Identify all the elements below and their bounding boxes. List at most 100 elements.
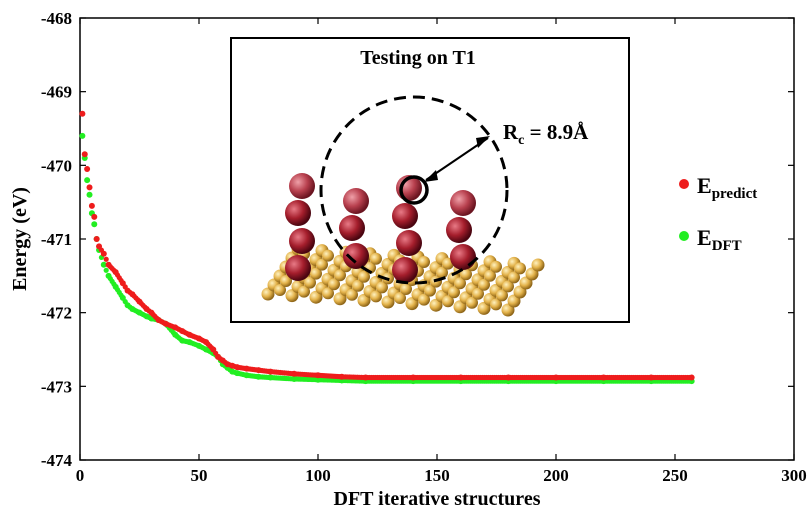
data-point — [255, 367, 262, 374]
data-point — [86, 184, 93, 191]
adsorbate-atom — [339, 215, 365, 241]
y-tick-label: -469 — [41, 83, 72, 102]
gold-atom — [352, 279, 364, 292]
data-point — [362, 374, 369, 381]
gold-atom — [370, 290, 382, 303]
legend-marker-predict — [679, 179, 689, 189]
y-tick-label: -471 — [41, 230, 72, 249]
legend-label-dft: EDFT — [697, 225, 742, 254]
gold-atom — [466, 296, 478, 309]
data-point — [457, 374, 464, 381]
data-point — [172, 331, 179, 338]
data-point — [688, 374, 695, 381]
trail-dot — [103, 267, 109, 273]
data-point — [105, 272, 112, 279]
data-point — [86, 191, 93, 198]
data-point — [291, 370, 298, 377]
series-layer — [79, 110, 695, 385]
data-point — [196, 335, 202, 342]
data-point — [338, 373, 345, 380]
x-axis-label: DFT iterative structures — [334, 488, 541, 510]
gold-atom — [436, 266, 448, 279]
gold-atom — [490, 260, 502, 273]
gold-atom — [310, 267, 322, 280]
gold-atom — [484, 269, 496, 282]
data-point — [203, 339, 210, 346]
gold-atom — [346, 288, 358, 301]
gold-atom — [442, 295, 454, 308]
adsorbate-atom — [450, 244, 476, 270]
x-tick-label: 150 — [424, 466, 450, 485]
data-point — [136, 309, 143, 316]
data-point — [96, 243, 103, 250]
data-point — [79, 110, 86, 117]
adsorbate-atom — [392, 203, 418, 229]
adsorbate-atom — [392, 257, 418, 283]
data-point — [243, 365, 250, 372]
legend-marker-dft — [679, 231, 689, 241]
adsorbate-atom — [285, 200, 311, 226]
data-point — [219, 357, 226, 364]
gold-atom — [394, 292, 406, 304]
data-point — [143, 313, 150, 320]
data-point — [88, 202, 95, 209]
legend: Epredict EDFT — [679, 173, 757, 254]
data-point — [84, 166, 91, 173]
data-point — [79, 132, 86, 139]
gold-atom — [418, 256, 430, 268]
data-point — [129, 291, 136, 298]
gold-atom — [490, 298, 502, 311]
x-tick-label: 250 — [662, 466, 688, 485]
data-point — [505, 374, 512, 381]
adsorbate-atom — [343, 188, 369, 214]
data-point — [291, 375, 298, 382]
data-point — [179, 337, 186, 344]
gold-atom — [424, 284, 436, 297]
adsorbate-atom — [446, 217, 472, 243]
data-point — [179, 328, 186, 335]
data-point — [91, 221, 98, 228]
y-tick-label: -472 — [41, 304, 72, 323]
gold-atom — [514, 262, 526, 275]
data-point — [215, 353, 222, 360]
data-point — [129, 305, 136, 312]
data-point — [648, 374, 655, 381]
central-atom-ring — [399, 175, 429, 205]
x-tick-label: 0 — [76, 466, 85, 485]
adsorbate-atom — [285, 255, 311, 281]
y-tick-label: -470 — [41, 156, 72, 175]
legend-label-predict: Epredict — [697, 173, 757, 202]
data-point — [81, 151, 88, 158]
gold-atom — [448, 286, 460, 299]
adsorbate-atom — [396, 230, 422, 256]
adsorbate-atom — [289, 228, 315, 254]
radius-arrow — [424, 136, 490, 182]
inset-panel: Testing on T1 Rc = 8.9Å — [230, 37, 630, 323]
data-point — [100, 250, 107, 257]
gold-atom — [322, 249, 334, 262]
gold-atom — [454, 277, 466, 290]
gold-atom — [298, 285, 310, 298]
data-point — [143, 305, 150, 312]
gold-atom — [358, 270, 370, 283]
y-axis-label: Energy (eV) — [9, 187, 31, 291]
data-point — [186, 331, 193, 338]
gold-atom — [316, 258, 328, 271]
series-predict — [79, 110, 695, 381]
data-point — [172, 324, 179, 331]
data-point — [119, 280, 126, 287]
data-point — [234, 364, 241, 371]
data-point — [315, 376, 321, 383]
trail-dot — [103, 256, 109, 262]
y-tick-label: -474 — [41, 451, 73, 470]
gold-atom — [502, 280, 514, 293]
y-tick-label: -473 — [41, 377, 72, 396]
data-point — [84, 177, 91, 184]
data-point — [267, 374, 274, 381]
gold-atom — [334, 269, 346, 282]
data-point — [91, 213, 98, 220]
x-tick-label: 100 — [305, 466, 331, 485]
adsorbate-atom — [289, 173, 315, 199]
data-point — [119, 294, 126, 301]
